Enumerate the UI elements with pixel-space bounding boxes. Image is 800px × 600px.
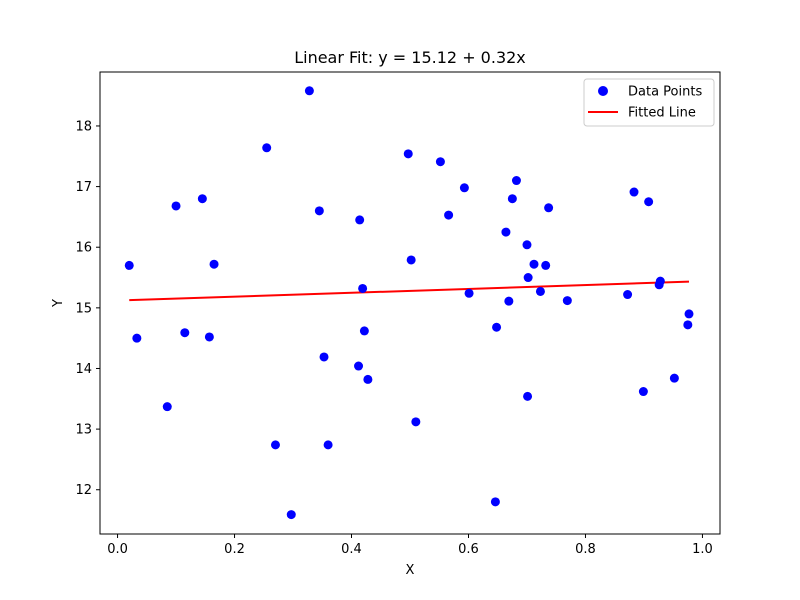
data-point [355,215,365,225]
data-point [544,203,554,213]
data-points-layer [124,86,694,520]
y-tick-label: 16 [75,241,92,256]
y-tick-label: 18 [75,119,92,134]
x-axis-label: X [406,563,415,578]
data-point [629,187,639,197]
data-point [511,176,521,186]
data-point [197,194,207,204]
data-point [359,326,369,336]
data-point [435,157,445,167]
legend-label-fitted-line: Fitted Line [628,106,696,121]
data-point [358,283,368,293]
x-tick-label: 0.0 [107,542,128,557]
y-axis-label: Y [51,299,66,308]
data-point [411,417,421,427]
legend: Data Points Fitted Line [583,78,715,127]
data-point [684,309,694,319]
data-point [492,322,502,332]
data-point [171,201,181,211]
data-point [535,286,545,296]
data-point [323,440,333,450]
data-point [507,194,517,204]
data-point [638,387,648,397]
data-point [363,374,373,384]
data-point [623,290,633,300]
data-point [132,333,142,343]
y-tick-label: 15 [75,301,92,316]
data-point [522,240,532,250]
data-point [354,361,364,371]
data-point [124,260,134,270]
data-point [523,391,533,401]
data-point [464,288,474,298]
data-point [523,273,533,283]
data-point [444,210,454,220]
data-point [270,440,280,450]
data-point [319,352,329,362]
y-tick-label: 14 [75,362,92,377]
x-tick-label: 0.4 [341,542,362,557]
y-tick-label: 17 [75,180,92,195]
x-axis-ticks: 0.0 0.2 0.4 0.6 0.8 1.0 [107,534,713,557]
y-axis-ticks: 12 13 14 15 16 17 18 [75,119,100,498]
legend-box [583,78,715,127]
x-tick-label: 0.2 [224,542,245,557]
data-point [180,328,190,338]
data-point [529,259,539,269]
data-point [314,206,324,216]
y-tick-label: 12 [75,483,92,498]
legend-label-data-points: Data Points [628,85,702,100]
data-point [683,320,693,330]
legend-marker-data-points [598,86,608,96]
chart-title: Linear Fit: y = 15.12 + 0.32x [294,48,526,67]
data-point [669,373,679,383]
data-point [655,276,665,286]
x-tick-label: 0.6 [458,542,479,557]
data-point [162,402,172,412]
data-point [286,510,296,520]
data-point [262,143,272,153]
data-point [541,260,551,270]
data-point [644,197,654,207]
x-tick-label: 1.0 [692,542,713,557]
fitted-line-layer [129,280,690,302]
data-point [406,255,416,265]
plot-area: 0.0 0.2 0.4 0.6 0.8 1.0 12 13 14 15 16 17 18 [75,71,721,557]
plot-frame [99,71,721,535]
data-point [204,332,214,342]
data-point [562,296,572,306]
x-tick-label: 0.8 [575,542,596,557]
data-point [490,497,500,507]
y-tick-label: 13 [75,423,92,438]
data-point [209,259,219,269]
data-point [459,183,469,193]
fitted-line [129,280,690,302]
data-point [504,296,514,306]
data-point [304,86,314,96]
data-point [403,149,413,159]
data-point [501,227,511,237]
